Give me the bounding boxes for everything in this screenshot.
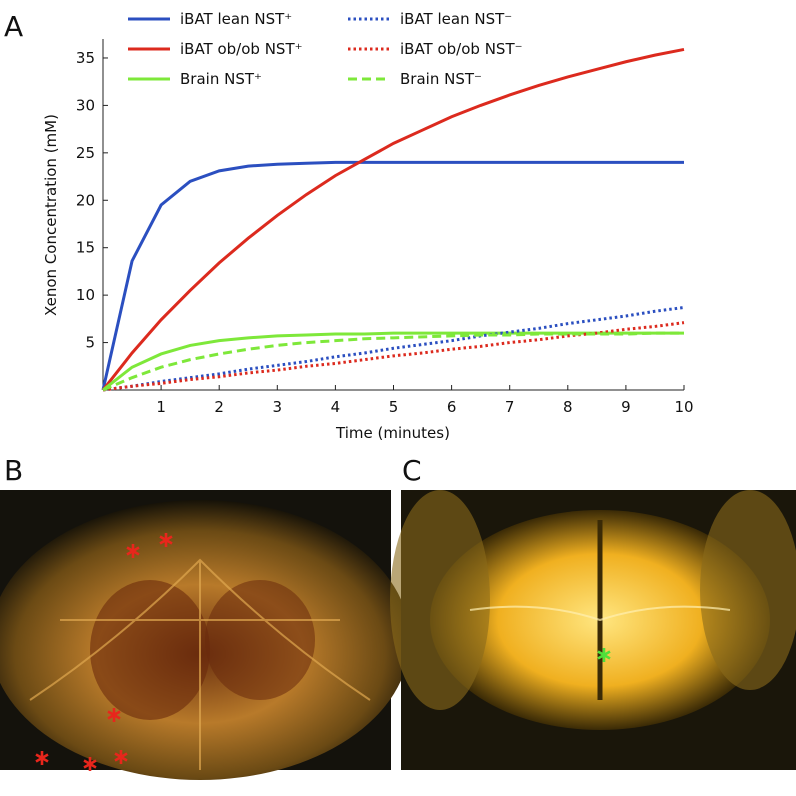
- series-line: [101, 160, 684, 391]
- panel-label: B: [4, 454, 23, 487]
- image-c: [390, 490, 796, 770]
- legend-label: iBAT ob/ob NST⁺: [180, 40, 303, 58]
- y-tick-label: 35: [76, 49, 95, 67]
- series-line: [102, 305, 685, 392]
- legend-label: iBAT lean NST⁻: [400, 10, 512, 28]
- legend-label: iBAT lean NST⁺: [180, 10, 292, 28]
- x-tick-label: 2: [214, 398, 224, 416]
- series-line: [102, 331, 684, 392]
- series-line: [101, 47, 685, 391]
- series-line: [102, 331, 684, 392]
- y-axis-label: Xenon Concentration (mM): [42, 114, 60, 316]
- legend-label: Brain NST⁺: [180, 70, 262, 88]
- x-axis-label: Time (minutes): [335, 424, 450, 442]
- x-tick-label: 5: [389, 398, 399, 416]
- y-tick-label: 30: [76, 96, 95, 114]
- panel-label: C: [402, 454, 422, 487]
- x-tick-label: 3: [273, 398, 283, 416]
- x-tick-label: 1: [156, 398, 166, 416]
- legend-label: iBAT ob/ob NST⁻: [400, 40, 523, 58]
- y-tick-label: 25: [76, 144, 95, 162]
- x-tick-label: 10: [674, 398, 693, 416]
- series-line: [102, 321, 685, 392]
- x-tick-label: 8: [563, 398, 573, 416]
- y-tick-label: 10: [76, 286, 95, 304]
- image-b: [0, 490, 410, 780]
- x-tick-label: 7: [505, 398, 515, 416]
- panel-label: A: [4, 10, 23, 43]
- y-tick-label: 20: [76, 191, 95, 209]
- x-tick-label: 4: [331, 398, 341, 416]
- legend-label: Brain NST⁻: [400, 70, 482, 88]
- y-tick-label: 15: [76, 239, 95, 257]
- x-tick-label: 9: [621, 398, 631, 416]
- y-tick-label: 5: [85, 334, 95, 352]
- x-tick-label: 6: [447, 398, 457, 416]
